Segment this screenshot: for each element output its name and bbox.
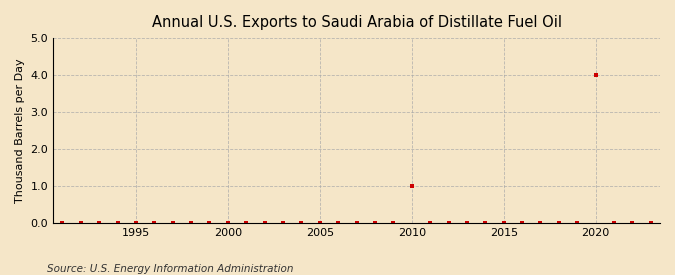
Text: Source: U.S. Energy Information Administration: Source: U.S. Energy Information Administ… xyxy=(47,264,294,274)
Title: Annual U.S. Exports to Saudi Arabia of Distillate Fuel Oil: Annual U.S. Exports to Saudi Arabia of D… xyxy=(152,15,562,30)
Y-axis label: Thousand Barrels per Day: Thousand Barrels per Day xyxy=(15,58,25,203)
